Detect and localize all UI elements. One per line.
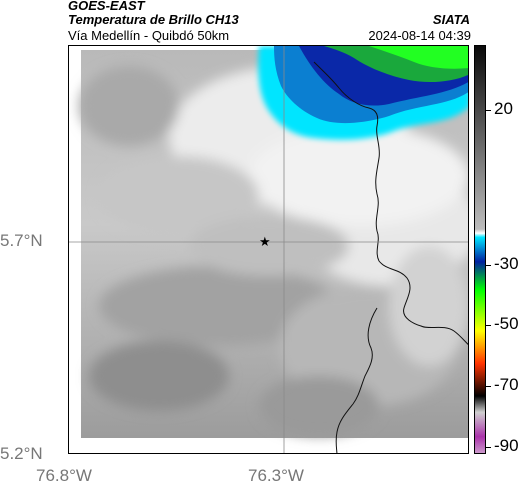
lon-label-76.8: 76.8°W (36, 466, 92, 485)
colorbar-label: 20 (494, 99, 513, 118)
colorbar (474, 45, 486, 454)
colorbar-label: -70 (494, 375, 519, 394)
lat-label-5.7: 5.7°N (0, 231, 43, 250)
star-marker[interactable]: ★ (259, 235, 271, 250)
product-title: Temperatura de Brillo CH13 (68, 12, 239, 27)
map-canvas: ★ (69, 46, 468, 453)
colorbar-label: -50 (494, 314, 519, 333)
cloud-texture (79, 66, 468, 436)
lon-label-76.3: 76.3°W (248, 466, 304, 485)
lat-label-5.2: 5.2°N (0, 444, 43, 463)
colorbar-tick (486, 447, 491, 448)
colorbar-label: -90 (494, 436, 519, 455)
satellite-title: GOES-EAST (68, 0, 145, 13)
satellite-map[interactable]: ★ (68, 45, 469, 454)
cold-cloud-top (258, 46, 468, 140)
boundary-line-south (335, 307, 378, 453)
route-subtitle: Vía Medellín - Quibdó 50km (68, 28, 230, 43)
timestamp-label: 2024-08-14 04:39 (368, 28, 471, 43)
agency-label: SIATA (432, 12, 470, 27)
boundary-line (313, 61, 468, 345)
colorbar-tick (486, 386, 491, 387)
colorbar-tick (486, 110, 491, 111)
colorbar-tick (486, 265, 491, 266)
colorbar-tick (486, 325, 491, 326)
colorbar-label: -30 (494, 254, 519, 273)
